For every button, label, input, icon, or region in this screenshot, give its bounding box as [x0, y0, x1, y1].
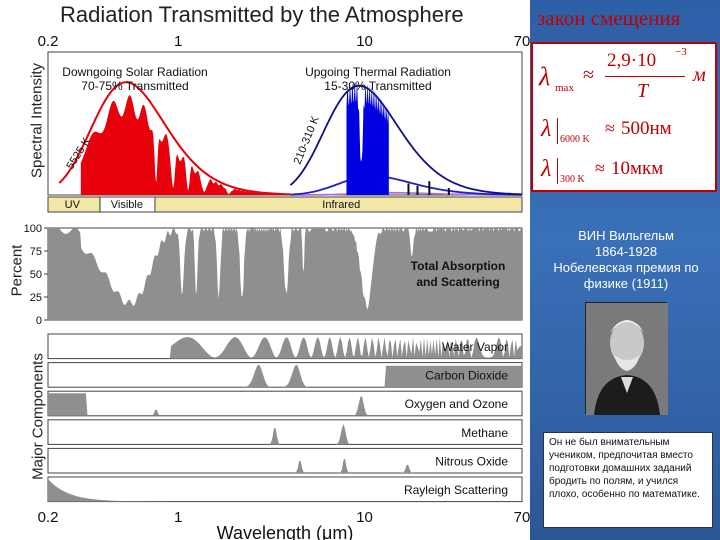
- formula-numerator: 2,9·10: [607, 50, 657, 71]
- band-label-infrared: Infrared: [322, 199, 360, 211]
- component-label: Oxygen and Ozone: [405, 397, 509, 411]
- approx-sign: ≈: [583, 64, 594, 86]
- subscript-300k: 300 K: [560, 174, 585, 185]
- percent-tick-label: 100: [24, 223, 42, 235]
- top-tick-label: 10: [356, 33, 373, 50]
- nobel-prize: Нобелевская премия по физике (1911): [553, 260, 699, 291]
- bottom-tick-label: 0.2: [38, 509, 59, 526]
- thermal-spike-0: [407, 183, 410, 195]
- thermal-spike-1: [416, 185, 419, 195]
- portrait-icon: [586, 303, 668, 415]
- absorption-label-bg: [398, 256, 518, 292]
- bottom-tick-label: 70: [514, 509, 530, 526]
- absorption-label-line-2: and Scattering: [416, 275, 499, 289]
- component-frame-4: [47, 447, 523, 474]
- thermal-label-line-1: Upgoing Thermal Radiation: [305, 65, 451, 79]
- lambda-symbol-6000: λ: [541, 116, 552, 142]
- solar-blackbody-curve: [58, 81, 291, 196]
- component-label: Methane: [461, 426, 508, 440]
- quote-box: Он не был внимательным учеником, предпоч…: [543, 432, 713, 528]
- component-label: Water Vapor: [442, 340, 508, 354]
- quote-text: Он не был внимательным учеником, предпоч…: [549, 437, 700, 500]
- component-frame-3: [47, 419, 523, 445]
- value-6000k: 500нм: [621, 118, 672, 139]
- component-label: Rayleigh Scattering: [404, 483, 508, 497]
- absorption-label-line-1: Total Absorption: [411, 259, 506, 273]
- component-label: Carbon Dioxide: [425, 369, 508, 383]
- top-axis-ticks: 0.2 1 10 70: [38, 33, 530, 50]
- bottom-tick-label: 10: [356, 509, 373, 526]
- formula-denominator: T: [637, 80, 649, 102]
- lambda-symbol: λ: [539, 62, 551, 91]
- x-axis-label: Wavelength (μm): [217, 523, 354, 540]
- thermal-curve-310k: [289, 84, 522, 196]
- thermal-spike-2: [428, 181, 431, 195]
- law-title: закон смещения: [537, 6, 681, 30]
- formula-box: λ max ≈ 2,9·10 −3 T м λ 6000 K ≈ 500нм λ…: [531, 42, 717, 192]
- components-panel: Water Vapor Carbon Dioxide Oxygen and Ozon…: [47, 333, 523, 503]
- component-frame-2: [47, 390, 523, 417]
- fraction-bar: [605, 76, 685, 77]
- approx-sign-300: ≈: [595, 158, 605, 178]
- thermal-transmitted-area: [346, 82, 389, 195]
- value-300k: 10мкм: [611, 158, 664, 179]
- lambda-max-subscript: max: [555, 82, 574, 94]
- percent-tick-label: 25: [30, 292, 42, 304]
- atmosphere-figure: Radiation Transmitted by the Atmosphere …: [8, 2, 530, 540]
- eval-bar-300: [557, 158, 558, 184]
- top-tick-label: 70: [514, 33, 530, 50]
- thermal-spike-3: [447, 188, 450, 195]
- solar-label-line-2: 70-75% Transmitted: [81, 79, 188, 93]
- figure-title: Radiation Transmitted by the Atmosphere: [60, 2, 464, 27]
- band-label-visible: Visible: [111, 199, 143, 211]
- percent-tick-label: 0: [36, 315, 42, 327]
- total-absorption-area: [48, 228, 522, 320]
- subscript-6000k: 6000 K: [560, 134, 590, 145]
- solar-transmitted-area: [80, 95, 280, 195]
- band-label-uv: UV: [65, 199, 81, 211]
- lambda-symbol-300: λ: [541, 156, 552, 182]
- component-frame-5: [47, 476, 523, 503]
- band-bar: [47, 196, 523, 213]
- component-label: Nitrous Oxide: [435, 454, 508, 468]
- approx-sign-6000: ≈: [605, 118, 615, 138]
- absorption-panel: 100 75 50 25 0 Total Absorption and Scattering: [24, 223, 523, 327]
- component-area-1: [48, 364, 522, 388]
- chart-svg: 0.2 1 10 70 Downgoing Solar Radiation70-75%…: [24, 33, 530, 540]
- bottom-axis-ticks: 0.2 1 10 70 Wavelength (μm): [38, 509, 530, 540]
- top-tick-label: 1: [174, 33, 182, 50]
- bottom-tick-label: 1: [174, 509, 182, 526]
- thermal-curve-260k: [290, 175, 522, 196]
- solar-label-line-1: Downgoing Solar Radiation: [62, 65, 207, 79]
- person-years: 1864-1928: [594, 244, 658, 259]
- percent-tick-label: 75: [30, 246, 42, 258]
- component-area-0: [48, 337, 522, 359]
- person-name: ВИН Вильгельм: [578, 228, 674, 243]
- formula-numerator-exponent: −3: [675, 46, 687, 58]
- thermal-label-line-2: 15-30% Transmitted: [324, 79, 431, 93]
- percent-tick-label: 50: [30, 269, 42, 281]
- wien-info: ВИН Вильгельм 1864-1928 Нобелевская прем…: [536, 228, 716, 292]
- top-tick-label: 0.2: [38, 33, 59, 50]
- eval-bar-6000: [557, 118, 558, 144]
- portrait-photo: [585, 302, 668, 415]
- unit-m: м: [693, 64, 706, 86]
